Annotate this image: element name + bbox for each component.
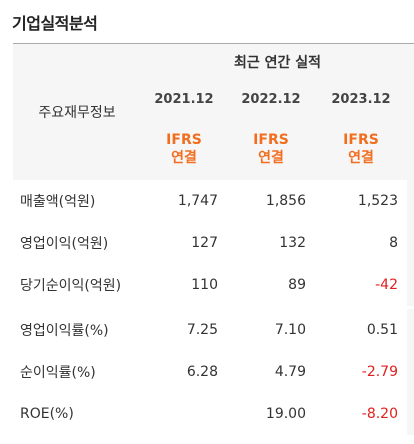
row-label-revenue: 매출액(억원) — [13, 180, 141, 222]
consolidated-label: 연결 — [258, 150, 284, 166]
table-row: 영업이익률(%) 7.25 7.10 0.51 — [13, 309, 414, 351]
year-header-2021: 2021.12 — [141, 80, 227, 118]
value-cell: 0.51 — [366, 322, 398, 338]
value-cell: 1,856 — [265, 193, 306, 209]
row-pad — [407, 264, 414, 306]
ifrs-label: IFRS — [166, 132, 202, 148]
table-row: ROE(%) 19.00 -8.20 — [13, 393, 414, 435]
value-cell: 1,523 — [357, 193, 398, 209]
row-label-operating-income: 영업이익(억원) — [13, 222, 141, 264]
value-cell: 6.28 — [186, 364, 218, 380]
section-title: 기업실적분석 — [12, 14, 98, 33]
row-pad — [407, 351, 414, 393]
row-label-roe: ROE(%) — [13, 393, 141, 435]
row-pad — [407, 222, 414, 264]
header-pad — [407, 80, 414, 118]
consolidated-label: 연결 — [348, 150, 374, 166]
ifrs-header-2022: IFRS 연결 — [227, 118, 315, 180]
year-header-2023: 2023.12 — [315, 80, 407, 118]
table-row: 당기순이익(억원) 110 89 -42 — [13, 264, 414, 306]
table-row: 영업이익(억원) 127 132 8 — [13, 222, 414, 264]
value-cell: 1,747 — [177, 193, 218, 209]
value-cell: 19.00 — [265, 406, 306, 422]
row-label-operating-margin: 영업이익률(%) — [13, 309, 141, 351]
year-header-2022: 2022.12 — [227, 80, 315, 118]
row-label-net-income: 당기순이익(억원) — [13, 264, 141, 306]
table-row: 순이익률(%) 6.28 4.79 -2.79 — [13, 351, 414, 393]
header-label: 주요재무정보 — [13, 43, 141, 180]
value-cell: 8 — [389, 235, 398, 251]
consolidated-label: 연결 — [171, 150, 197, 166]
value-cell: 7.25 — [186, 322, 218, 338]
value-cell: -8.20 — [361, 406, 398, 422]
value-cell: 4.79 — [274, 364, 306, 380]
value-cell: 110 — [191, 277, 218, 293]
row-label-net-margin: 순이익률(%) — [13, 351, 141, 393]
value-cell: 89 — [288, 277, 306, 293]
value-cell: 132 — [279, 235, 306, 251]
ifrs-header-2021: IFRS 연결 — [141, 118, 227, 180]
ifrs-label: IFRS — [253, 132, 289, 148]
ifrs-header-2023: IFRS 연결 — [315, 118, 407, 180]
header-pad — [407, 118, 414, 180]
value-cell: 127 — [191, 235, 218, 251]
value-cell — [141, 393, 227, 435]
row-pad — [407, 309, 414, 351]
header-recent-annual: 최근 연간 실적 — [141, 43, 414, 80]
value-cell: -42 — [375, 277, 398, 293]
table-row: 매출액(억원) 1,747 1,856 1,523 — [13, 180, 414, 222]
value-cell: 7.10 — [274, 322, 306, 338]
value-cell: -2.79 — [361, 364, 398, 380]
row-pad — [407, 180, 414, 222]
row-pad — [407, 393, 414, 435]
ifrs-label: IFRS — [343, 132, 379, 148]
financial-summary-table: 주요재무정보 최근 연간 실적 2021.12 2022.12 2023.12 … — [13, 43, 414, 435]
